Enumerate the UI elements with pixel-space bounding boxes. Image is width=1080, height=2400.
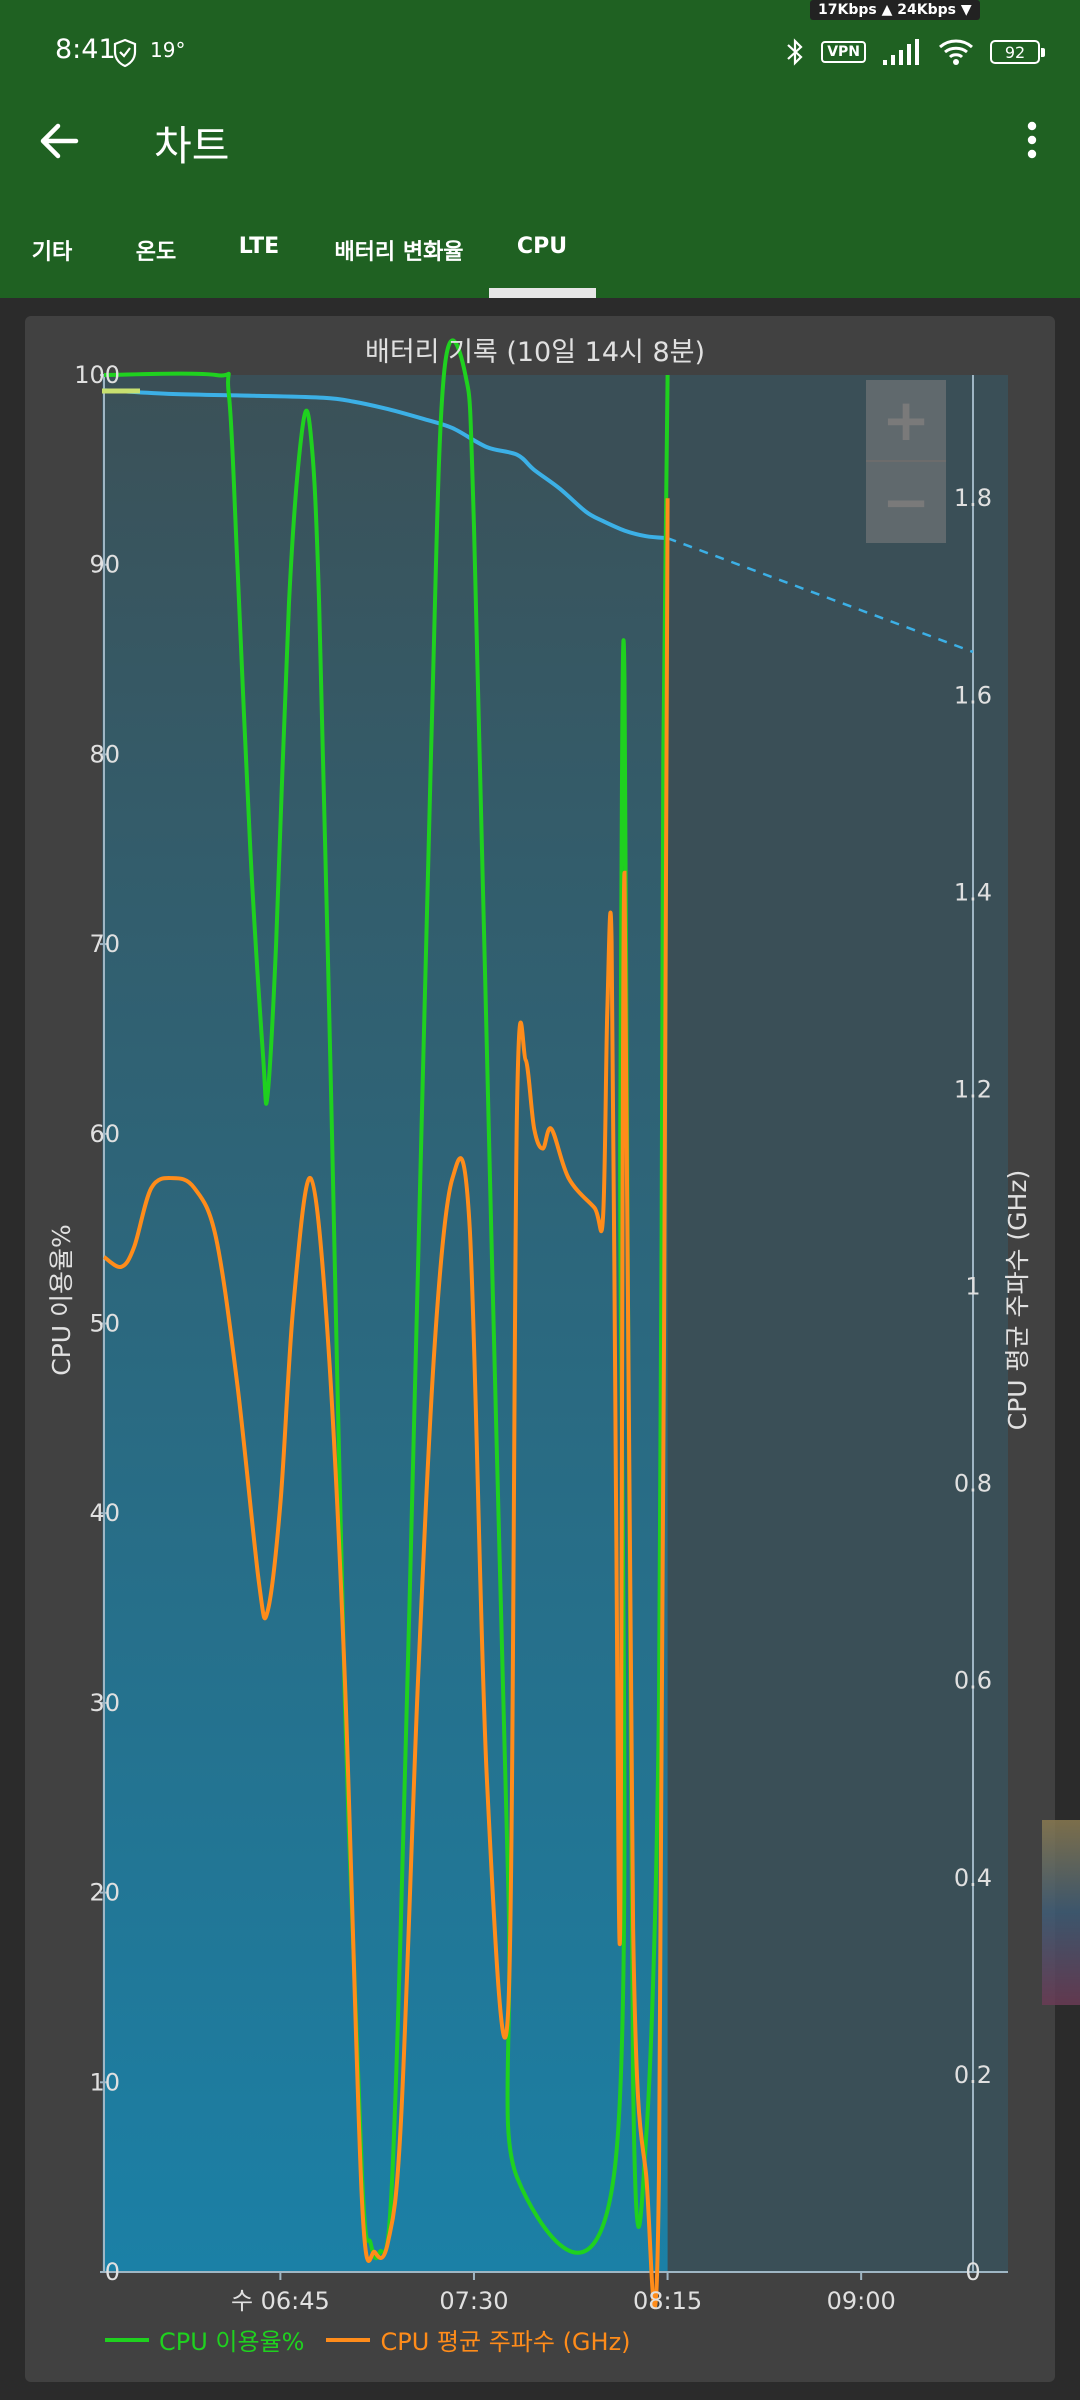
y-tick-right: 0.4 (954, 1864, 992, 1892)
y-tick-left: 70 (89, 930, 120, 958)
y-tick-left: 80 (89, 740, 120, 768)
legend-swatch-frequency (326, 2337, 371, 2342)
bluetooth-icon (787, 38, 803, 66)
page-title: 차트 (154, 122, 230, 170)
tab-indicator (489, 288, 596, 298)
y-tick-right: 0 (965, 2258, 980, 2286)
x-tick-label: 수 06:45 (231, 2287, 330, 2315)
y-axis-left-title: CPU 이용율% (47, 1224, 76, 1376)
x-tick-label: 08:15 (633, 2287, 702, 2315)
zoom-out-button[interactable]: − (881, 468, 931, 536)
zoom-controls: + − (866, 380, 946, 543)
net-up: 17Kbps ▲ (818, 2, 893, 18)
y-tick-left: 50 (89, 1310, 120, 1338)
network-speed: 17Kbps ▲ 24Kbps ▼ (810, 0, 980, 20)
vpn-icon: VPN (821, 41, 866, 63)
battery-level-line (103, 388, 668, 541)
cpu-frequency-line (102, 498, 670, 2310)
y-tick-left: 20 (89, 1879, 120, 1907)
tab-battery-rate[interactable]: 배터리 변화율 (334, 240, 464, 265)
more-vert-icon[interactable] (1020, 118, 1044, 162)
tab-lte[interactable]: LTE (238, 234, 280, 259)
x-tick-label: 09:00 (827, 2287, 896, 2315)
net-down: 24Kbps ▼ (897, 2, 972, 18)
legend-label-frequency: CPU 평균 주파수 (GHz) (380, 2328, 631, 2356)
temperature: 19° (150, 38, 186, 62)
tab-cpu[interactable]: CPU (516, 234, 568, 259)
zoom-in-button[interactable]: + (881, 386, 931, 454)
tab-bar: 기타 온도 LTE 배터리 변화율 CPU (0, 220, 1080, 298)
app-bar: 17Kbps ▲ 24Kbps ▼ 8:41 19° VPN (0, 0, 1080, 298)
edge-panel-handle[interactable] (1042, 1820, 1080, 2005)
x-tick-label: 07:30 (439, 2287, 508, 2315)
y-tick-right: 1.8 (954, 484, 992, 512)
y-tick-left: 30 (89, 1689, 120, 1717)
tab-other[interactable]: 기타 (31, 240, 73, 265)
tick-labels: 0 10 20 30 40 50 60 70 80 90 100 0 0.2 0.4 0.6 0.8 1 1.2 1… (74, 361, 992, 2315)
y-tick-left: 10 (89, 2068, 120, 2096)
y-tick-right: 0.8 (954, 1470, 992, 1498)
legend-label-usage: CPU 이용율% (159, 2328, 305, 2356)
toolbar: 차트 (0, 100, 1080, 180)
clock: 8:41 (55, 34, 116, 65)
status-bar: 17Kbps ▲ 24Kbps ▼ 8:41 19° VPN (0, 0, 1080, 100)
y-tick-right: 1.2 (954, 1075, 992, 1103)
axes (100, 374, 1008, 2280)
zoom-divider (866, 460, 946, 462)
chart-legend: CPU 이용율% CPU 평균 주파수 (GHz) (105, 2322, 653, 2357)
y-tick-right: 1.4 (954, 878, 992, 906)
wifi-icon (939, 39, 973, 65)
y-tick-right: 1 (965, 1273, 980, 1301)
back-arrow-icon[interactable] (36, 118, 86, 164)
tab-temperature[interactable]: 온도 (135, 240, 177, 265)
y-tick-left: 100 (74, 361, 120, 389)
y-axis-right-title: CPU 평균 주파수 (GHz) (1003, 1169, 1032, 1431)
signal-icon (883, 39, 919, 65)
battery-area (104, 390, 668, 2273)
y-tick-right: 0.6 (954, 1667, 992, 1695)
y-tick-left: 60 (89, 1120, 120, 1148)
status-icons: VPN 92 (785, 34, 1045, 70)
y-tick-right: 0.2 (954, 2061, 992, 2089)
y-tick-left: 90 (89, 551, 120, 579)
battery-projection-line (667, 536, 974, 654)
shield-icon (113, 38, 137, 68)
y-tick-right: 1.6 (954, 681, 992, 709)
legend-swatch-usage (105, 2337, 149, 2342)
chart-title: 배터리 기록 (10일 14시 8분) (364, 337, 705, 368)
y-tick-left: 0 (105, 2258, 120, 2286)
y-tick-left: 40 (89, 1499, 120, 1527)
battery-icon: 92 (990, 40, 1045, 64)
